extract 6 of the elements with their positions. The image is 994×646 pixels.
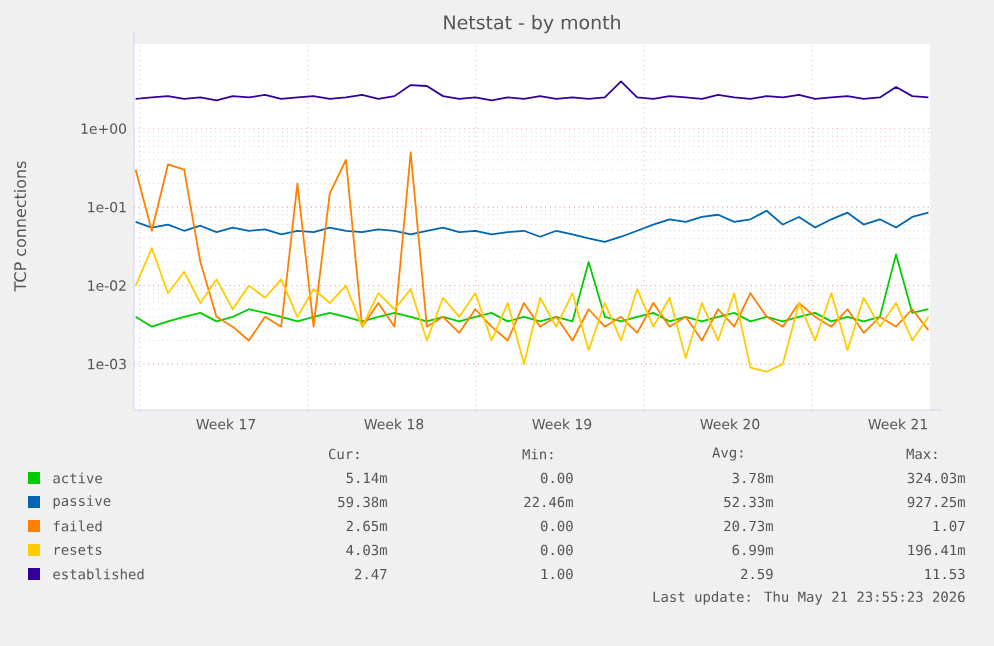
line-series [134, 247, 930, 373]
line-series [134, 253, 930, 328]
line-series [134, 151, 930, 342]
line-series [134, 209, 930, 243]
line-series [134, 80, 930, 102]
chart-title: Netstat - by month [444, 14, 620, 34]
